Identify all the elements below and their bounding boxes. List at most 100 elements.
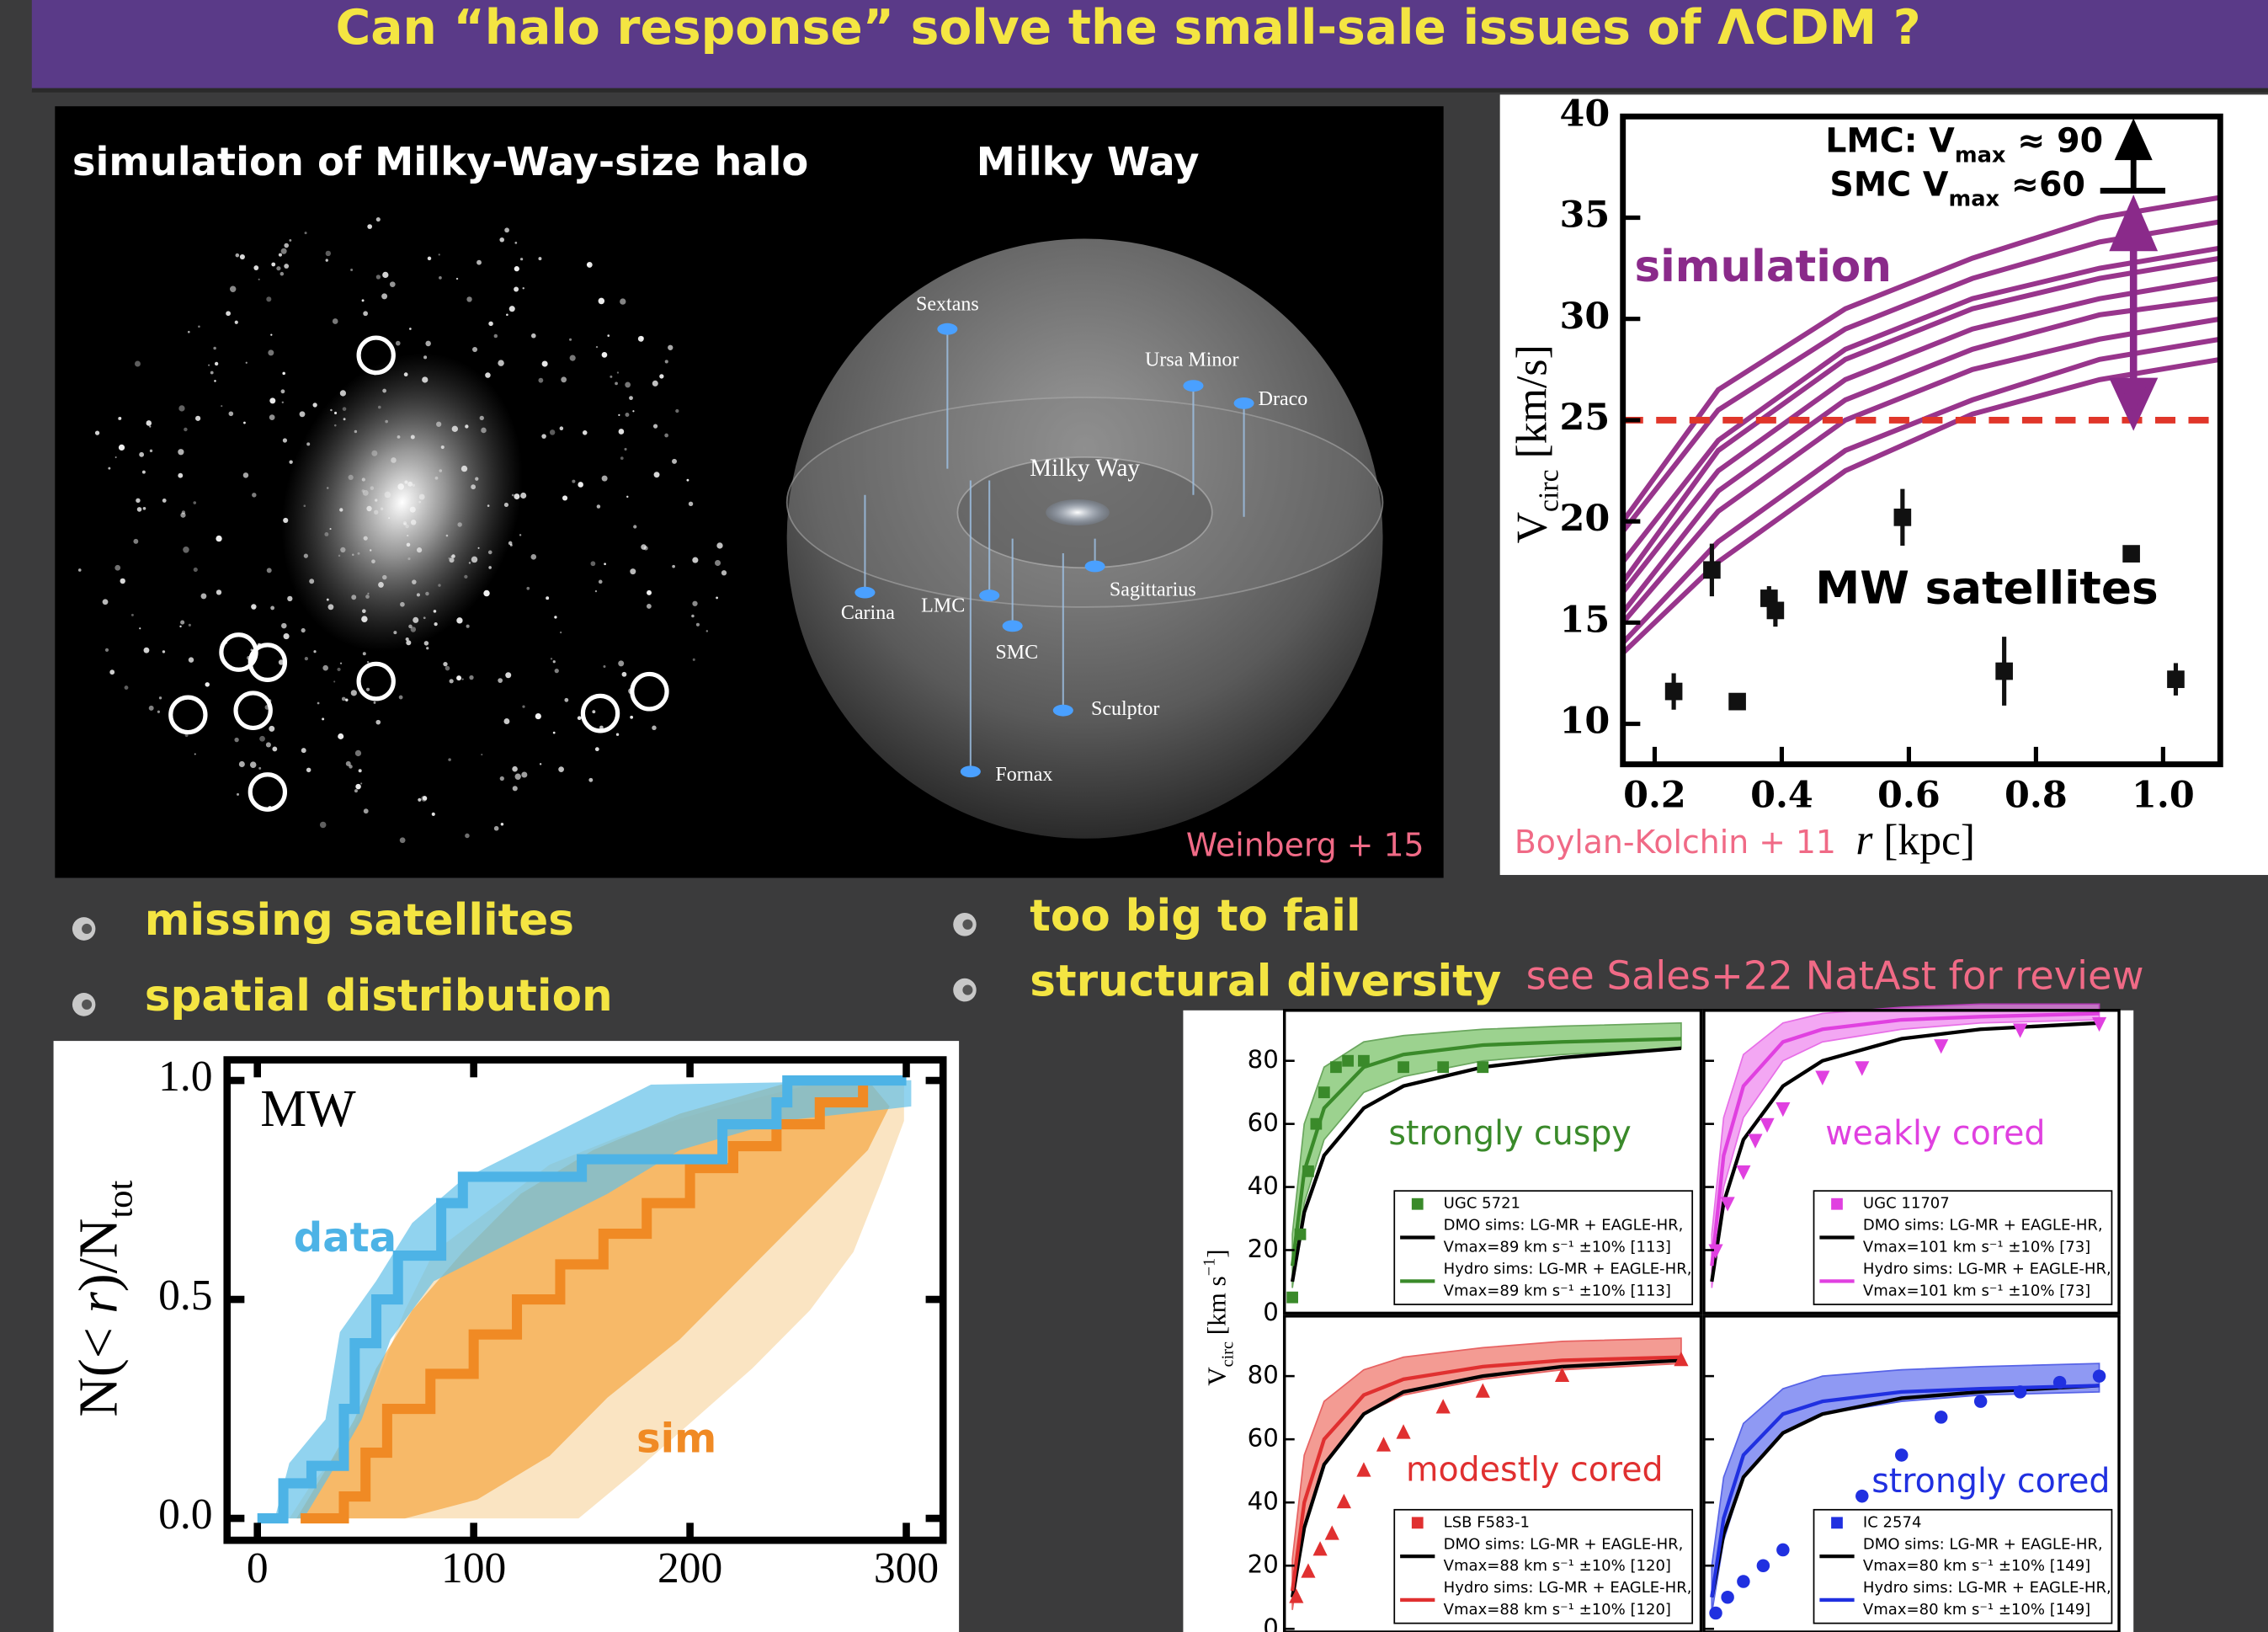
star-dot: [208, 364, 210, 366]
star-dot: [178, 472, 184, 478]
y-axis-label-part: circ: [1534, 469, 1565, 511]
legend-text: Vmax=88 km s⁻¹ ±10% [120]: [1444, 1601, 1671, 1619]
star-dot: [633, 525, 637, 529]
star-dot: [226, 311, 231, 317]
star-dot: [270, 333, 273, 336]
y-tick-label: 20: [1248, 1235, 1279, 1263]
star-dot: [558, 766, 564, 773]
star-dot: [498, 678, 503, 683]
y-tick-label: 40: [1248, 1171, 1279, 1200]
obs-point: [2092, 1369, 2106, 1383]
hydro-curve: [1290, 1355, 1682, 1592]
star-dot: [577, 716, 582, 721]
star-dot: [350, 268, 354, 271]
star-dot: [592, 710, 596, 714]
star-dot: [398, 695, 403, 700]
chart-panel: [1499, 94, 2268, 876]
star-dot: [632, 410, 635, 413]
star-dot: [102, 599, 109, 605]
legend-text: UGC 5721: [1444, 1195, 1520, 1213]
star-dot: [238, 760, 245, 767]
bullet-text: structural diversity: [1030, 957, 1501, 1007]
panel-title: modestly cored: [1406, 1450, 1664, 1489]
star-dot: [282, 371, 285, 376]
star-dot: [243, 421, 246, 424]
star-dot: [498, 360, 504, 366]
star-dot: [216, 589, 222, 595]
star-dot: [210, 371, 214, 375]
halo-core: [281, 353, 523, 652]
star-dot: [350, 690, 357, 696]
star-dot: [306, 767, 311, 773]
y-tick-label: 20: [1248, 1550, 1279, 1579]
obs-point: [1760, 1117, 1775, 1133]
star-dot: [561, 376, 567, 383]
star-dot: [426, 647, 429, 650]
y-tick-label: 0: [1263, 1613, 1279, 1632]
satellite-point: [1664, 682, 1683, 701]
obs-point: [1736, 1165, 1751, 1181]
obs-point: [1475, 1383, 1490, 1398]
y-axis-label-part: ]: [1202, 1249, 1232, 1257]
legend-marker: [1831, 1197, 1843, 1210]
star-dot: [423, 641, 429, 646]
star-dot: [409, 328, 412, 330]
star-dot: [505, 672, 512, 679]
star-dot: [455, 277, 459, 280]
star-dot: [616, 371, 620, 374]
star-dot: [519, 534, 522, 536]
star-dot: [360, 782, 363, 785]
star-dot: [221, 405, 223, 408]
sphere-label: Ursa Minor: [1145, 349, 1238, 371]
star-dot: [118, 444, 125, 451]
star-dot: [530, 333, 536, 339]
star-dot: [431, 812, 435, 816]
star-dot: [245, 361, 248, 364]
star-dot: [149, 425, 152, 428]
star-dot: [301, 748, 306, 754]
annotation-part: max: [1948, 186, 1999, 211]
star-dot: [443, 661, 448, 667]
star-dot: [375, 719, 381, 725]
y-axis-label: Vcirc [km s−1]: [1200, 1249, 1237, 1385]
star-dot: [594, 589, 598, 593]
star-dot: [488, 321, 493, 327]
star-dot: [508, 306, 515, 312]
x-tick-label: 0.4: [1750, 774, 1813, 816]
star-dot: [647, 589, 652, 595]
star-dot: [373, 701, 376, 704]
star-dot: [269, 725, 275, 732]
star-dot: [652, 380, 658, 387]
star-dot: [618, 413, 620, 416]
star-dot: [620, 456, 624, 460]
star-dot: [162, 650, 166, 653]
legend-text: IC 2574: [1863, 1513, 1922, 1531]
star-dot: [626, 495, 629, 499]
obs-point: [1895, 1448, 1909, 1462]
star-dot: [610, 375, 613, 378]
star-dot: [229, 285, 237, 293]
axes-frame: [1282, 1315, 1703, 1632]
star-dot: [200, 593, 207, 600]
bullet-text: too big to fail: [1030, 891, 1360, 941]
obs-point: [1776, 1102, 1791, 1117]
annotation: simulation: [1634, 242, 1892, 292]
star-dot: [349, 765, 353, 769]
review-note: see Sales+22 NatAst for review: [1526, 952, 2144, 998]
star-dot: [382, 271, 389, 279]
star-dot: [549, 429, 556, 435]
star-dot: [180, 620, 185, 625]
star-dot: [695, 622, 700, 627]
y-tick-label: 40: [1559, 93, 1610, 135]
star-dot: [139, 627, 141, 630]
satellite-point: [1995, 662, 2013, 680]
legend-label: data: [294, 1214, 397, 1261]
star-dot: [252, 493, 257, 498]
legend-box: [1393, 1508, 1694, 1624]
star-dot: [214, 361, 219, 366]
range-arrow: [2109, 195, 2159, 431]
obs-point: [1286, 1291, 1298, 1304]
star-dot: [630, 568, 636, 575]
star-dot: [299, 411, 306, 418]
star-dot: [322, 664, 328, 671]
